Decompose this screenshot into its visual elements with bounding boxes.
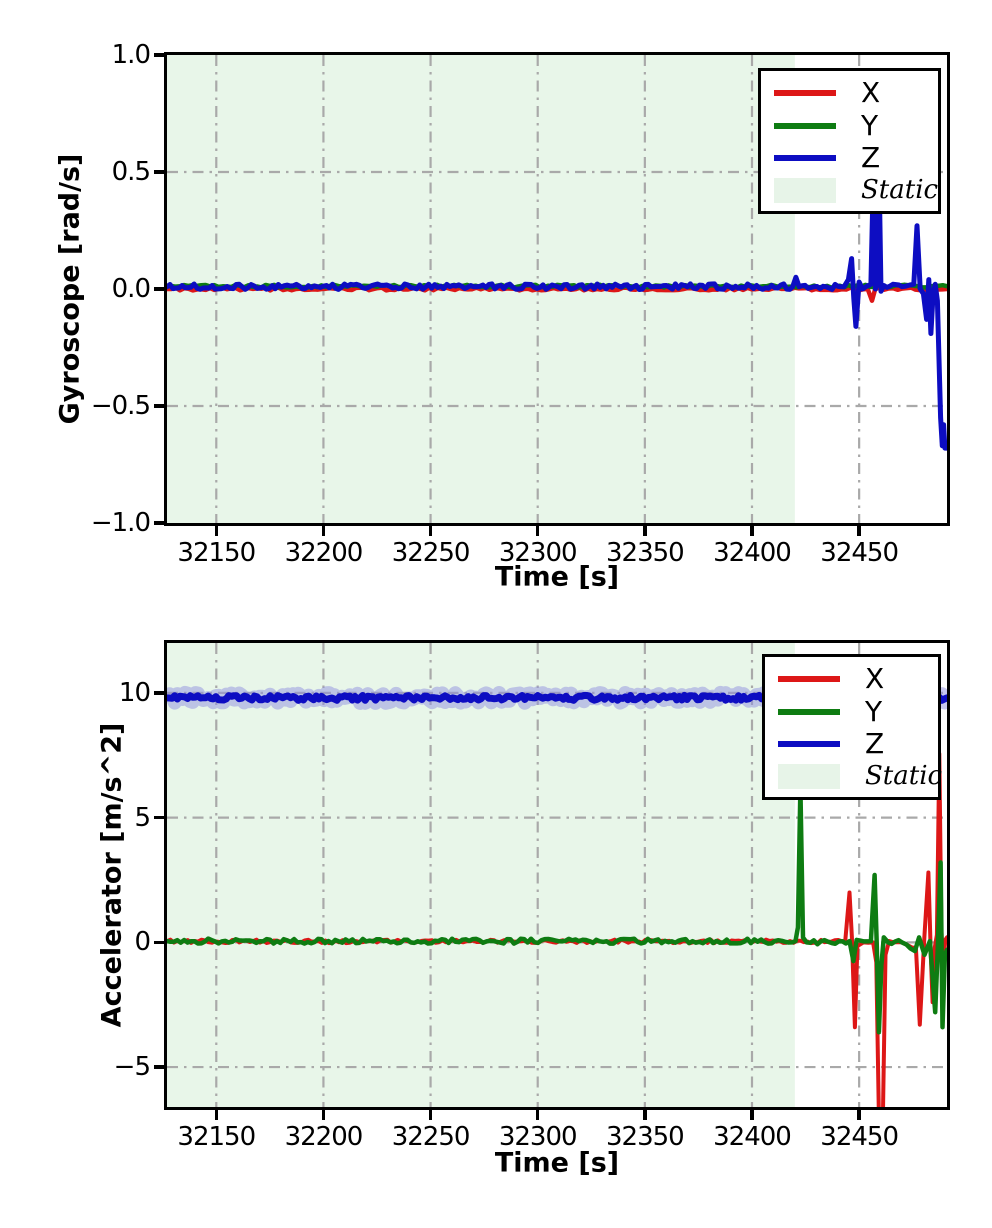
legend-label: Y: [865, 694, 883, 728]
x-tick-label: 32450: [820, 538, 899, 568]
gyroscope-plot-svg: [167, 55, 947, 523]
legend-label: Z: [861, 141, 881, 175]
legend-label: Static: [861, 175, 939, 206]
series-Z-line: [167, 157, 947, 451]
x-tick-label: 32250: [391, 1122, 471, 1152]
legend-label: Y: [861, 108, 879, 142]
x-tick-label: 32250: [391, 538, 471, 568]
y-tick-mark: [154, 53, 164, 57]
y-tick-mark: [154, 404, 164, 408]
accelerator-legend: X Y Z Static: [762, 654, 942, 800]
legend-line-swatch: [778, 741, 840, 748]
x-tick-label: 32200: [284, 1122, 364, 1152]
legend-line-swatch: [774, 122, 836, 129]
legend-entry-x: X: [765, 661, 938, 695]
legend-label: X: [865, 661, 885, 695]
legend-label: Z: [865, 727, 885, 761]
y-tick-label: 5: [134, 802, 151, 833]
y-tick-label: −5: [113, 1052, 151, 1083]
legend-line-swatch: [774, 89, 836, 96]
y-tick-label: 1.0: [111, 40, 151, 70]
x-tick-mark: [321, 1110, 326, 1120]
legend-patch-swatch: [778, 763, 840, 789]
x-tick-mark: [536, 526, 540, 536]
legend-label: X: [861, 75, 881, 109]
legend-line-swatch: [778, 675, 840, 682]
x-tick-mark: [857, 526, 861, 536]
x-tick-mark: [643, 526, 647, 536]
y-tick-label: 10: [118, 677, 151, 708]
y-tick-label: 0: [134, 927, 151, 958]
accelerator-plot-svg: [167, 643, 947, 1107]
legend-entry-z: Z: [761, 144, 938, 172]
y-tick-mark: [154, 1065, 164, 1069]
legend-entry-static: Static: [761, 177, 938, 203]
x-tick-mark: [428, 1110, 433, 1120]
x-tick-mark: [750, 526, 754, 536]
x-tick-label: 32150: [177, 538, 256, 568]
legend-line-swatch: [778, 708, 840, 715]
legend-entry-y: Y: [761, 108, 938, 142]
accelerator-x-axis-label: Time [s]: [494, 1147, 620, 1179]
x-tick-mark: [214, 526, 218, 536]
legend-entry-static: Static: [765, 763, 942, 789]
x-tick-mark: [214, 1110, 218, 1120]
series-Y-line: [167, 785, 947, 1035]
x-tick-mark: [750, 1110, 754, 1120]
gyroscope-x-axis-label: Time [s]: [494, 561, 620, 593]
y-tick-label: −1.0: [90, 508, 151, 538]
y-tick-mark: [154, 815, 164, 820]
static-region: [167, 643, 795, 1107]
y-tick-mark: [154, 287, 164, 291]
legend-patch-swatch: [774, 177, 836, 203]
legend-entry-z: Z: [765, 730, 938, 758]
gyroscope-legend: X Y Z Static: [758, 68, 941, 214]
x-tick-mark: [321, 526, 326, 536]
y-tick-mark: [154, 940, 164, 945]
x-tick-label: 32150: [177, 1122, 256, 1152]
legend-entry-x: X: [761, 75, 938, 109]
legend-entry-y: Y: [765, 694, 938, 728]
x-tick-label: 32400: [713, 538, 792, 568]
y-tick-mark: [154, 691, 164, 695]
legend-label: Static: [865, 761, 943, 792]
y-tick-mark: [154, 521, 164, 525]
x-tick-mark: [428, 526, 433, 536]
x-tick-mark: [857, 1110, 861, 1120]
gyroscope-y-axis-label: Gyroscope [rad/s]: [54, 153, 86, 425]
accelerator-y-axis-label: Accelerator [m/s^2]: [96, 722, 128, 1028]
x-tick-label: 32450: [820, 1122, 899, 1152]
x-tick-label: 32400: [713, 1122, 792, 1152]
x-tick-mark: [643, 1110, 647, 1120]
x-tick-mark: [536, 1110, 540, 1120]
y-tick-mark: [154, 170, 164, 174]
legend-line-swatch: [774, 155, 836, 162]
x-tick-label: 32200: [284, 538, 364, 568]
